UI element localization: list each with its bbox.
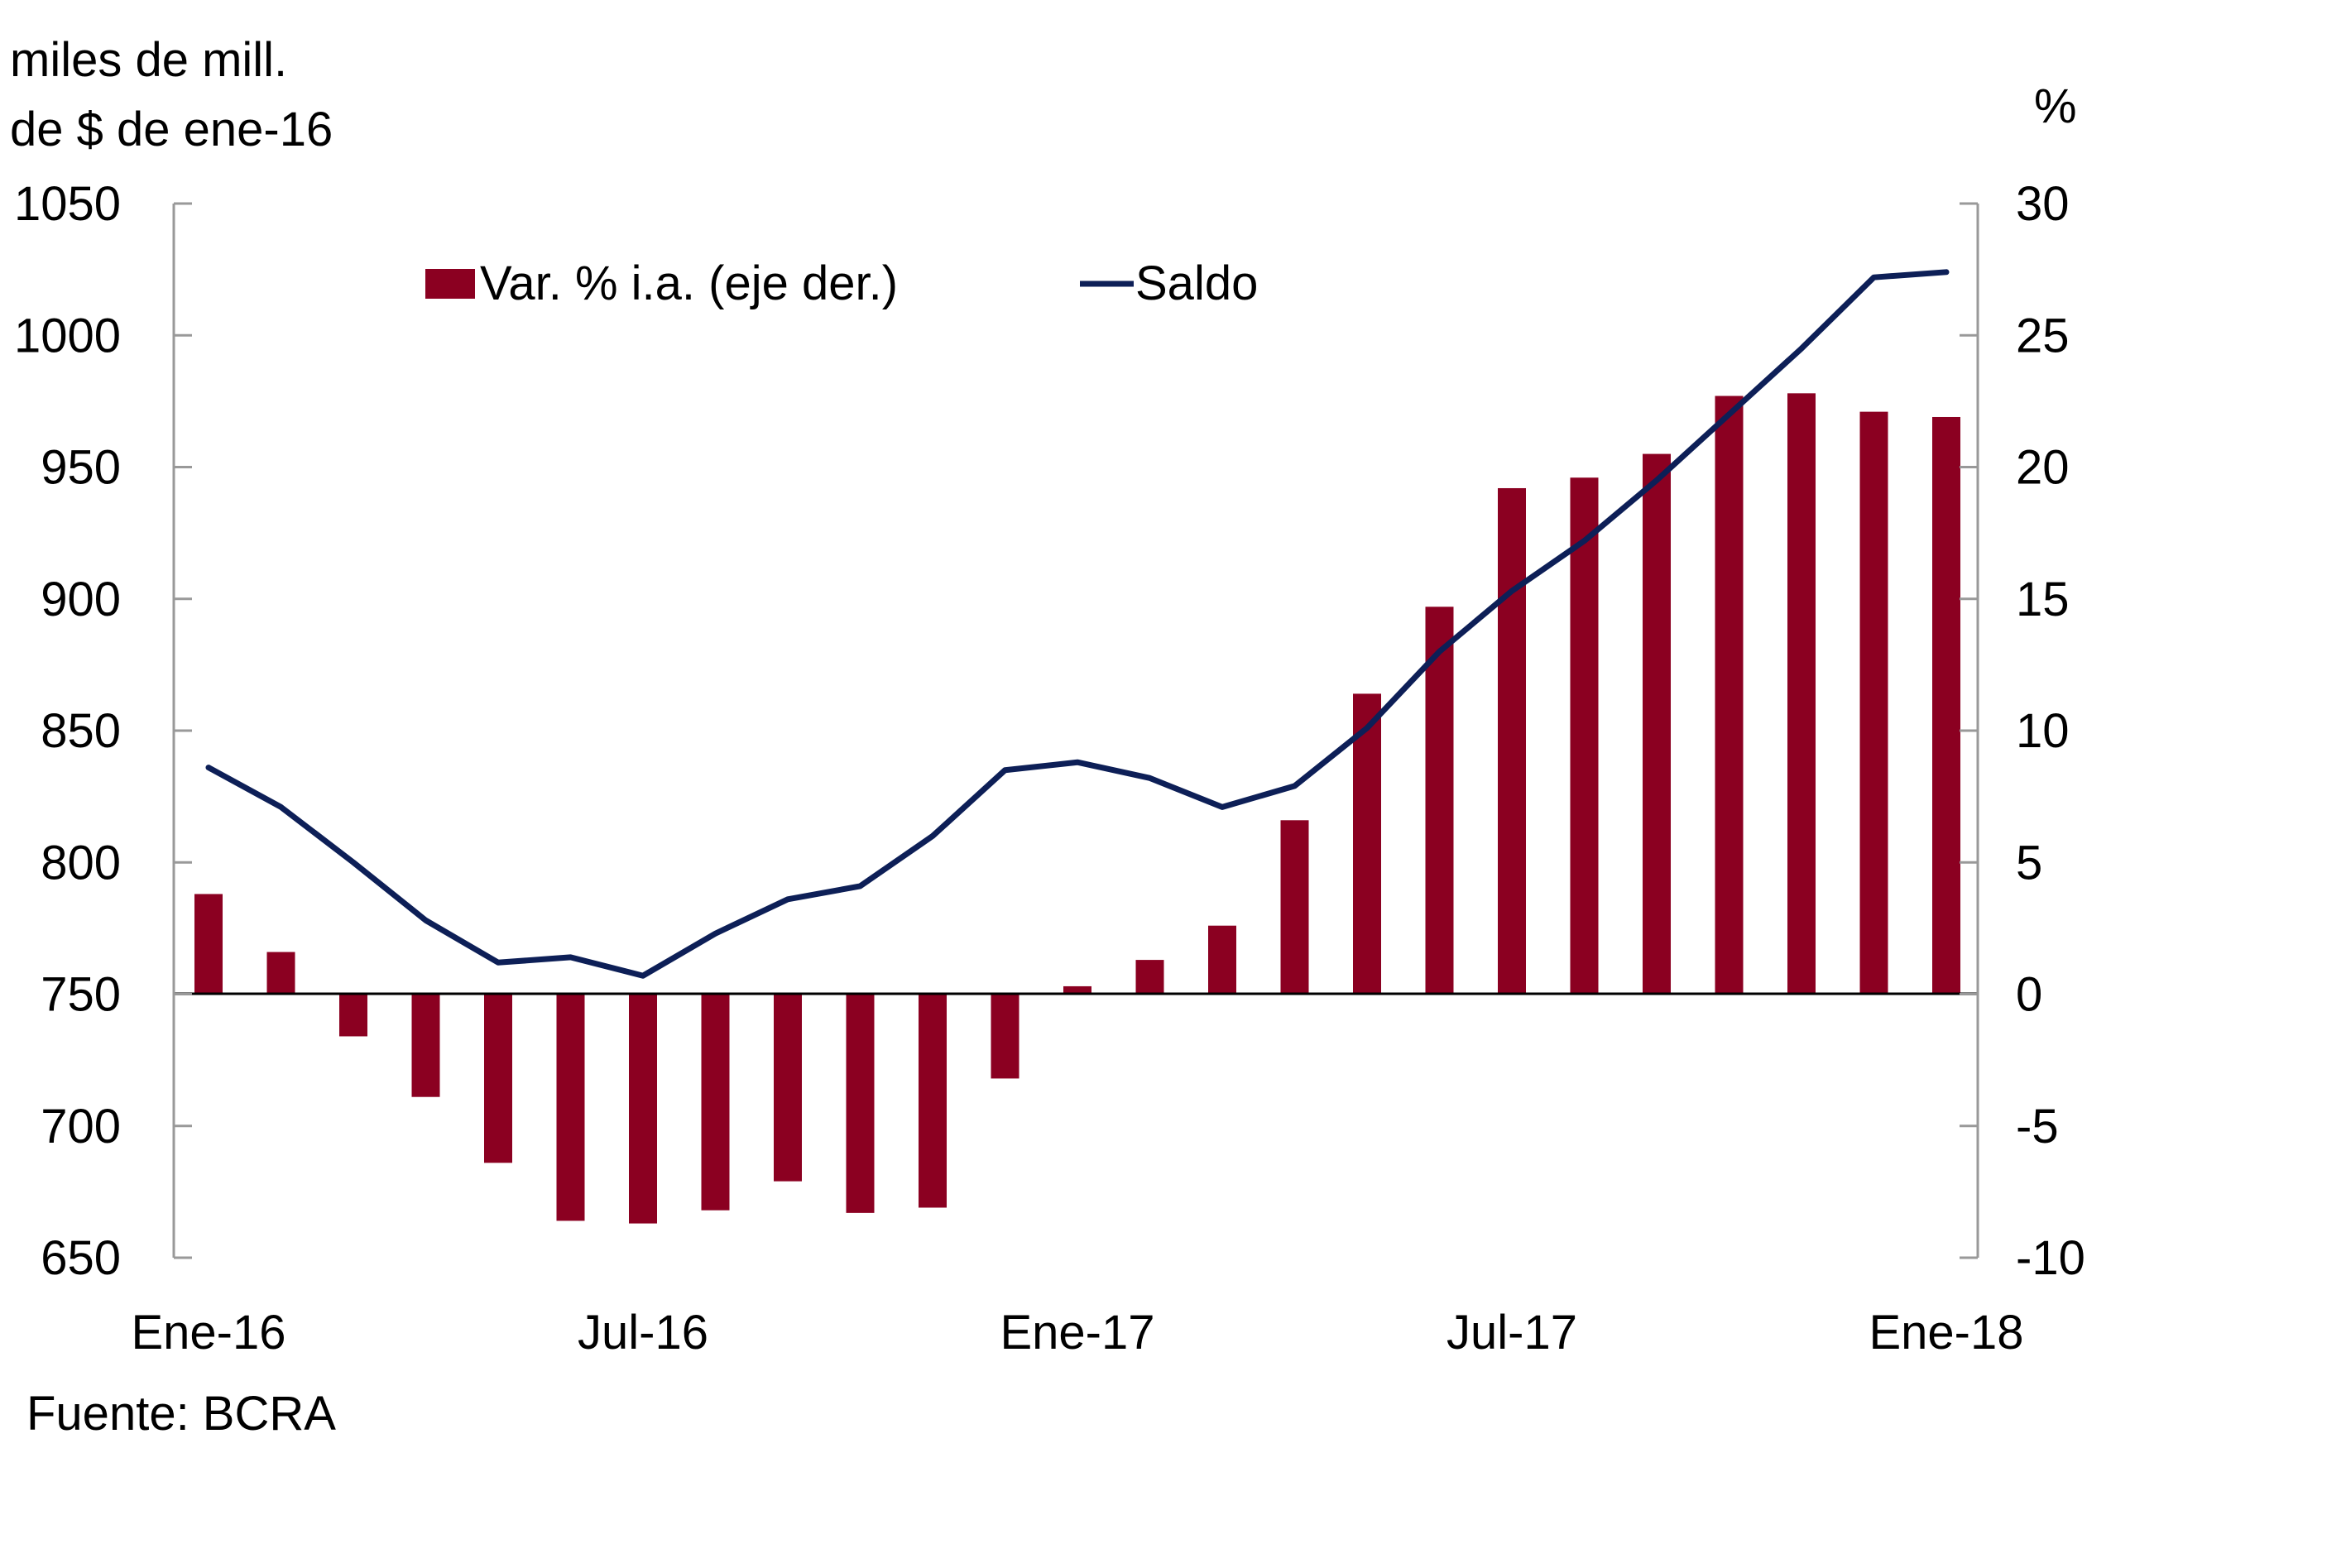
left-tick-label: 650 xyxy=(41,1231,121,1285)
right-tick-label: 20 xyxy=(2016,441,2070,495)
bar-Feb-16 xyxy=(266,952,295,995)
bar-Abr-17 xyxy=(1280,820,1309,995)
bar-Mar-17 xyxy=(1208,925,1236,995)
left-tick-label: 800 xyxy=(41,836,121,889)
bar-Dic-16 xyxy=(991,994,1019,1079)
left-axis-title-line1: miles de mill. xyxy=(10,33,287,87)
x-tick-label: Ene-17 xyxy=(1000,1306,1154,1359)
left-axis-ticks: 650 700 750 800 850 900 950 1000 1050 xyxy=(14,177,192,1285)
right-tick-label: 0 xyxy=(2016,968,2042,1022)
right-tick-label: 30 xyxy=(2016,177,2070,231)
legend-bar-swatch xyxy=(425,269,475,299)
bar-Abr-16 xyxy=(411,994,440,1097)
bar-Nov-16 xyxy=(919,994,947,1208)
bar-May-16 xyxy=(484,994,512,1163)
left-tick-label: 900 xyxy=(41,573,121,626)
bar-Jun-16 xyxy=(556,994,585,1221)
bar-Feb-17 xyxy=(1135,960,1164,995)
bar-Ene-16 xyxy=(194,894,223,995)
left-tick-label: 1050 xyxy=(14,177,121,231)
bar-Oct-17 xyxy=(1715,396,1744,995)
source-note: Fuente: BCRA xyxy=(26,1387,336,1441)
x-axis-ticks: Ene-16 Jul-16 Ene-17 Jul-17 Ene-18 xyxy=(131,1306,2023,1359)
legend-line-label: Saldo xyxy=(1135,257,1258,310)
left-tick-label: 750 xyxy=(41,968,121,1022)
x-tick-label: Ene-18 xyxy=(1869,1306,2023,1359)
bar-Sep-17 xyxy=(1643,453,1671,995)
bar-Ago-16 xyxy=(701,994,730,1211)
bar-Jul-16 xyxy=(629,994,657,1224)
x-tick-label: Ene-16 xyxy=(131,1306,285,1359)
bar-Ene-18 xyxy=(1932,416,1960,995)
bar-Jul-17 xyxy=(1498,487,1526,995)
right-axis-ticks: -10 -5 0 5 10 15 20 25 30 xyxy=(1960,177,2085,1285)
right-tick-label: -10 xyxy=(2016,1231,2085,1285)
left-tick-label: 700 xyxy=(41,1100,121,1153)
right-tick-label: 10 xyxy=(2016,704,2070,758)
left-tick-label: 1000 xyxy=(14,309,121,362)
bar-Ene-17 xyxy=(1063,985,1091,995)
bars-layer xyxy=(194,393,1960,1224)
x-tick-label: Jul-17 xyxy=(1446,1306,1577,1359)
right-tick-label: 5 xyxy=(2016,836,2042,889)
legend: Var. % i.a. (eje der.) Saldo xyxy=(425,257,1258,310)
left-tick-label: 850 xyxy=(41,704,121,758)
bar-Ago-17 xyxy=(1570,477,1599,995)
saldo-series-line xyxy=(205,269,1950,979)
right-axis-title: % xyxy=(2034,79,2077,133)
bar-Dic-17 xyxy=(1859,411,1888,995)
bar-Mar-16 xyxy=(339,994,367,1037)
bar-Sep-16 xyxy=(774,994,802,1182)
left-axis-title-line2: de $ de ene-16 xyxy=(10,103,333,156)
left-tick-label: 950 xyxy=(41,441,121,495)
bar-Nov-17 xyxy=(1787,393,1816,995)
bar-Jun-17 xyxy=(1425,607,1454,995)
right-tick-label: 15 xyxy=(2016,573,2070,626)
bar-Oct-16 xyxy=(846,994,875,1213)
right-tick-label: -5 xyxy=(2016,1100,2059,1153)
bar-May-17 xyxy=(1353,693,1381,995)
right-tick-label: 25 xyxy=(2016,309,2070,362)
x-tick-label: Jul-16 xyxy=(578,1306,708,1359)
legend-bar-label: Var. % i.a. (eje der.) xyxy=(480,257,898,310)
